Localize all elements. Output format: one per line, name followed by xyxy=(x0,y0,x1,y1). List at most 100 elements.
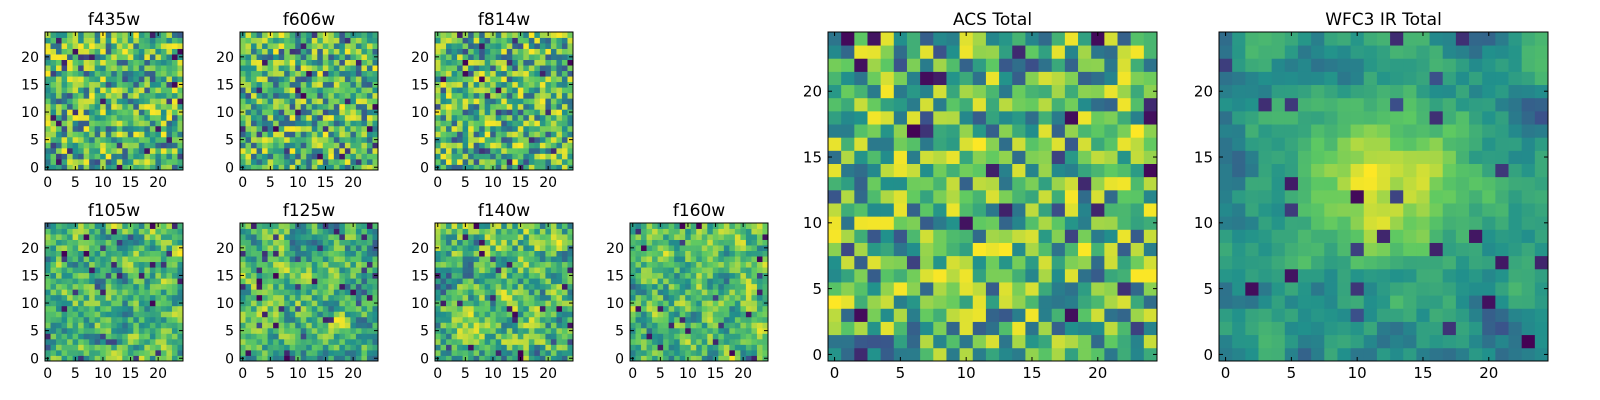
heatmap-cell xyxy=(133,147,140,154)
heatmap-cell xyxy=(311,158,318,165)
heatmap-cell xyxy=(105,228,112,235)
heatmap-cell xyxy=(567,131,574,138)
heatmap-cell xyxy=(372,250,379,257)
heatmap-cell xyxy=(646,272,653,279)
heatmap-cell xyxy=(440,278,447,285)
heatmap-cell xyxy=(701,234,708,240)
heatmap-cell xyxy=(762,349,769,356)
heatmap-cell xyxy=(333,239,340,246)
heatmap-cell xyxy=(635,355,642,362)
heatmap-cell xyxy=(328,311,335,318)
heatmap-cells xyxy=(435,223,574,362)
heatmap-cell xyxy=(89,114,96,121)
heatmap-cell xyxy=(490,239,497,246)
heatmap-cell xyxy=(344,283,351,290)
heatmap-cell xyxy=(933,163,947,178)
heatmap-cell xyxy=(311,142,318,149)
heatmap-cell xyxy=(94,344,101,351)
heatmap-cell xyxy=(83,153,90,160)
heatmap-cell xyxy=(679,256,686,263)
heatmap-cell xyxy=(166,234,173,240)
heatmap-cell xyxy=(116,54,123,60)
heatmap-cell xyxy=(166,32,173,38)
heatmap-cell xyxy=(67,333,73,340)
heatmap-cell xyxy=(440,316,447,323)
heatmap-cell xyxy=(105,92,112,99)
heatmap-cell xyxy=(100,125,107,132)
heatmap-cell xyxy=(528,223,535,229)
heatmap-cell xyxy=(446,70,452,77)
heatmap-cell xyxy=(663,267,670,274)
heatmap-cell xyxy=(171,234,178,240)
heatmap-cell xyxy=(149,98,156,105)
heatmap-cell xyxy=(985,229,1000,243)
heatmap-cell xyxy=(512,261,519,268)
heatmap-cell xyxy=(105,103,112,110)
heatmap-cell xyxy=(517,289,524,296)
heatmap-cell xyxy=(1117,203,1132,217)
heatmap-cell xyxy=(366,272,373,279)
heatmap-cell xyxy=(446,316,452,323)
heatmap-cell xyxy=(985,268,1000,283)
heatmap-cell xyxy=(160,164,167,171)
x-tick-label: 20 xyxy=(539,175,557,191)
heatmap-cell xyxy=(440,131,447,138)
heatmap-cell xyxy=(484,164,491,171)
heatmap-cell xyxy=(111,164,118,171)
heatmap-cell xyxy=(484,54,491,60)
heatmap-cell xyxy=(561,338,568,345)
heatmap-cell xyxy=(490,300,497,307)
heatmap-cell xyxy=(495,289,502,296)
heatmap-cell xyxy=(273,294,280,301)
heatmap-cell xyxy=(712,305,719,312)
heatmap-cell xyxy=(361,136,368,143)
heatmap-cell xyxy=(506,223,513,229)
heatmap-cell xyxy=(144,250,151,257)
heatmap-cell xyxy=(745,223,752,229)
heatmap-cell xyxy=(1012,189,1026,204)
heatmap-cell xyxy=(1038,203,1053,217)
heatmap-cell xyxy=(300,294,307,301)
heatmap-cell xyxy=(111,223,118,229)
heatmap-cell xyxy=(94,272,101,279)
heatmap-cell xyxy=(490,158,497,165)
heatmap-cell xyxy=(127,322,134,329)
heatmap-cell xyxy=(50,344,57,351)
heatmap-cell xyxy=(144,283,151,290)
heatmap-cell xyxy=(361,223,368,229)
heatmap-cell xyxy=(1025,176,1039,191)
heatmap-cell xyxy=(322,234,329,240)
heatmap-cell xyxy=(468,349,475,356)
heatmap-cell xyxy=(89,131,96,138)
heatmap-cell xyxy=(745,333,752,340)
heatmap-cell xyxy=(251,59,257,66)
heatmap-cell xyxy=(550,114,557,121)
heatmap-cell xyxy=(657,234,664,240)
heatmap-cell xyxy=(561,322,568,329)
heatmap-cell xyxy=(501,114,508,121)
heatmap-cell xyxy=(946,242,960,257)
heatmap-cell xyxy=(72,48,79,55)
heatmap-cell xyxy=(56,250,62,257)
heatmap-cell xyxy=(278,250,285,257)
heatmap-cell xyxy=(311,98,318,105)
heatmap-cell xyxy=(457,48,463,55)
heatmap-cell xyxy=(317,70,324,77)
heatmap-cell xyxy=(545,338,552,345)
heatmap-cell xyxy=(256,131,263,138)
heatmap-cell xyxy=(333,278,340,285)
heatmap-cell xyxy=(468,228,475,235)
heatmap-cell xyxy=(50,142,57,149)
heatmap-cell xyxy=(506,32,513,38)
heatmap-cell xyxy=(723,311,730,318)
heatmap-cell xyxy=(435,311,441,318)
heatmap-cell xyxy=(545,48,552,55)
heatmap-cell xyxy=(501,103,508,110)
heatmap-cell xyxy=(361,311,368,318)
heatmap-cell xyxy=(284,234,291,240)
heatmap-cell xyxy=(696,223,703,229)
heatmap-cell xyxy=(322,131,329,138)
heatmap-cell xyxy=(701,333,708,340)
heatmap-cell xyxy=(361,164,368,171)
